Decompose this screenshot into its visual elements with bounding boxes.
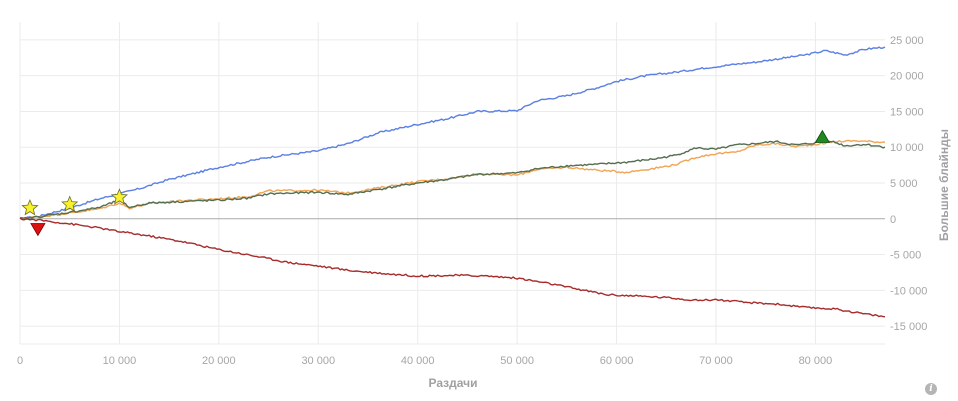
series-line-3 <box>19 138 886 220</box>
info-icon[interactable]: i <box>925 383 937 395</box>
x-tick-label: 50 000 <box>500 355 534 367</box>
star-marker <box>61 195 79 212</box>
y-axis-title: Большие блайнды <box>937 129 951 241</box>
x-axis-ticks: 0 10 000 20 000 30 000 40 000 50 000 60 000 70 … <box>17 355 832 367</box>
series-line-2 <box>19 139 886 220</box>
grid <box>19 22 885 345</box>
y-tick-label: -5 000 <box>890 250 921 262</box>
y-tick-label: 5 000 <box>890 178 918 190</box>
y-axis-ticks: 25 000 20 000 15 000 10 000 5 000 0 -5 000 -10 … <box>890 35 927 333</box>
series-layer <box>19 46 886 318</box>
x-tick-label: 0 <box>17 355 23 367</box>
x-axis-title: Раздачи <box>429 376 478 390</box>
y-tick-label: -15 000 <box>890 321 927 333</box>
x-tick-label: 70 000 <box>699 355 733 367</box>
markers <box>21 129 831 237</box>
y-tick-label: 10 000 <box>890 142 924 154</box>
y-tick-label: 20 000 <box>890 71 924 83</box>
series-line-4 <box>19 217 886 318</box>
x-tick-label: 10 000 <box>103 355 137 367</box>
x-tick-label: 40 000 <box>401 355 435 367</box>
triangle-up-marker <box>814 129 831 143</box>
x-tick-label: 80 000 <box>799 355 833 367</box>
x-tick-label: 60 000 <box>600 355 634 367</box>
y-tick-label: 25 000 <box>890 35 924 47</box>
series-line-1 <box>19 46 886 220</box>
y-tick-label: -10 000 <box>890 285 927 297</box>
y-tick-label: 15 000 <box>890 106 924 118</box>
star-marker <box>21 198 39 216</box>
star-marker <box>110 188 128 205</box>
x-tick-label: 20 000 <box>202 355 236 367</box>
triangle-down-marker <box>30 223 46 237</box>
y-tick-label: 0 <box>890 214 896 226</box>
x-tick-label: 30 000 <box>301 355 335 367</box>
